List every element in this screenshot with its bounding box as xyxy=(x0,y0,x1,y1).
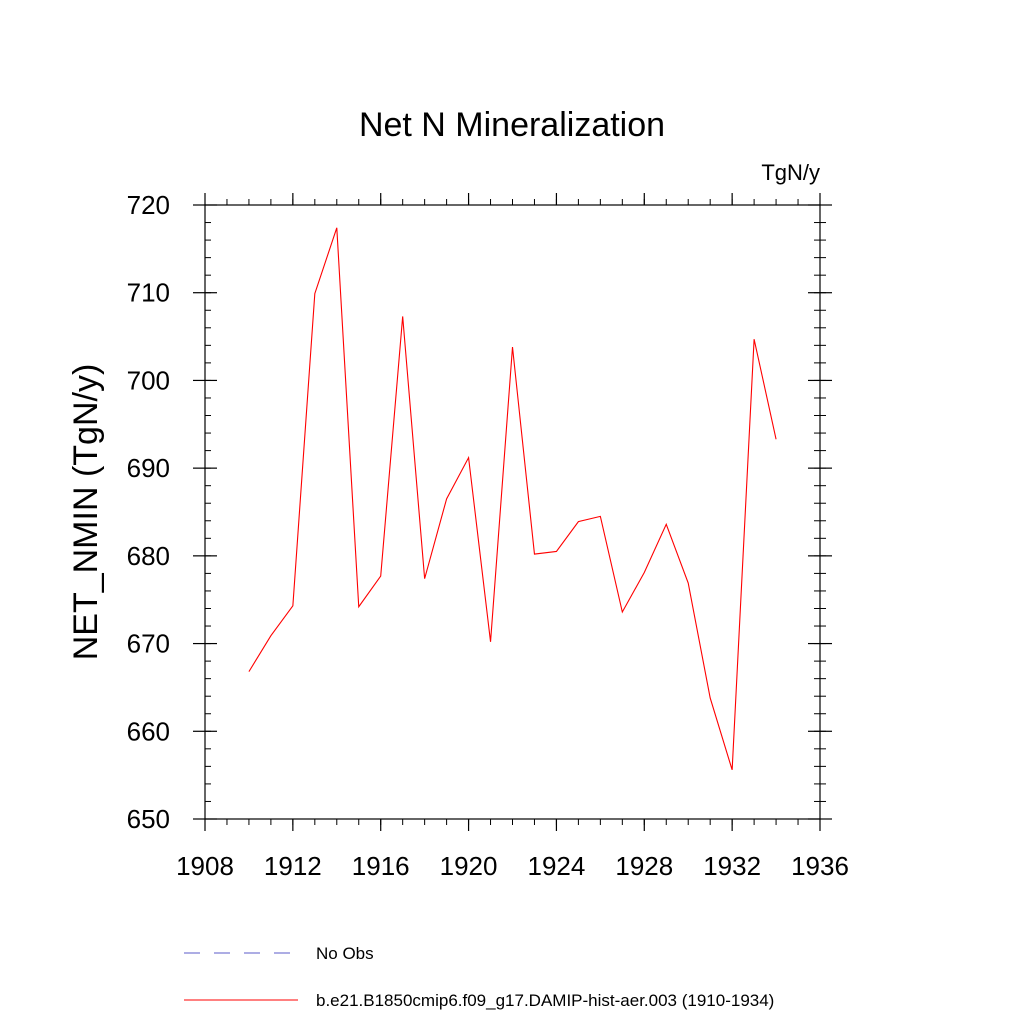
x-tick-label: 1924 xyxy=(528,851,586,881)
x-tick-label: 1928 xyxy=(615,851,673,881)
y-tick-label: 660 xyxy=(127,716,170,746)
y-axis-label: NET_NMIN (TgN/y) xyxy=(67,364,105,661)
chart-title: Net N Mineralization xyxy=(359,106,665,144)
series-line xyxy=(248,227,777,771)
tick-labels: 1908 1912 1916 1920 1924 1928 1932 1936 650 660 67… xyxy=(127,190,849,881)
x-tick-label: 1932 xyxy=(703,851,761,881)
y-tick-label: 720 xyxy=(127,190,170,220)
y-tick-label: 700 xyxy=(127,365,170,395)
y-tick-label: 710 xyxy=(127,278,170,308)
y-tick-label: 650 xyxy=(127,804,170,834)
legend: No Obs b.e21.B1850cmip6.f09_g17.DAMIP-hi… xyxy=(184,944,774,1010)
axis-ticks xyxy=(193,193,832,831)
plot-frame xyxy=(204,204,821,820)
y-tick-label: 680 xyxy=(127,541,170,571)
x-tick-label: 1908 xyxy=(176,851,234,881)
units-label: TgN/y xyxy=(761,160,820,185)
y-tick-label: 690 xyxy=(127,453,170,483)
series-layer xyxy=(248,227,777,771)
y-tick-label: 670 xyxy=(127,629,170,659)
x-tick-label: 1912 xyxy=(264,851,322,881)
x-tick-label: 1936 xyxy=(791,851,849,881)
x-tick-label: 1920 xyxy=(440,851,498,881)
legend-label-no-obs: No Obs xyxy=(316,944,374,963)
x-tick-label: 1916 xyxy=(352,851,410,881)
legend-label-series: b.e21.B1850cmip6.f09_g17.DAMIP-hist-aer.… xyxy=(316,991,774,1010)
